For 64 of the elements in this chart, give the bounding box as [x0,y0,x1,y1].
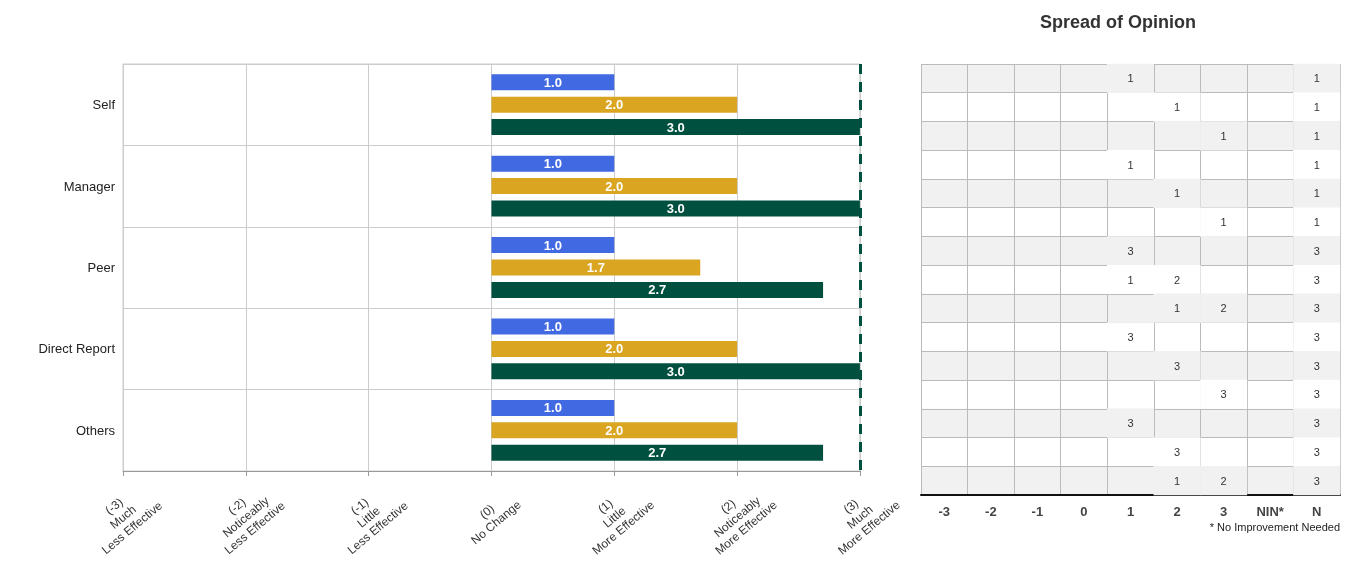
x-tick-label: 1 [1126,504,1135,519]
x-tick-label: -3 [938,504,951,519]
data-label: 3 [1313,388,1320,401]
data-label: 1.0 [543,74,562,90]
y-tick-label: Others [75,422,116,438]
x-tick-label: -2 [985,504,997,519]
data-label: 1.0 [543,156,562,172]
data-label: 2 [1220,474,1227,487]
data-label: 3.0 [666,119,685,135]
data-label: 2.0 [605,178,624,194]
data-label: 1 [1173,187,1181,200]
data-label: 1 [1313,187,1320,200]
chart-title: Spread of Opinion [1040,12,1196,32]
data-label: 1.0 [543,319,562,334]
y-tick-label: Direct Report [38,341,116,357]
text: * No Improvement Needed [1209,520,1340,533]
data-label: 3 [1127,417,1134,430]
data-label: 2 [1220,302,1227,315]
data-label: 3 [1313,474,1320,487]
x-tick-label: N [1312,504,1322,519]
y-tick-label: Self [92,97,116,113]
x-tick-label: -1 [1031,504,1044,519]
data-label: 3.0 [666,363,685,379]
data-label: 1 [1220,129,1227,142]
data-label: 3 [1313,244,1320,257]
data-label: 1 [1173,474,1181,487]
data-label: 1 [1173,101,1181,114]
data-label: 1 [1313,158,1320,171]
data-label: 3.0 [666,201,685,216]
y-tick-label: Peer [87,260,116,275]
data-label: 3 [1313,417,1320,430]
data-label: 1 [1220,216,1227,229]
x-tick-label: 0 [1080,504,1088,519]
data-label: 3 [1173,359,1181,372]
data-label: 1 [1127,72,1134,85]
data-label: 2 [1173,273,1181,286]
data-label: 1.0 [543,237,562,253]
data-label: 2.0 [605,422,624,438]
data-label: 3 [1220,388,1227,401]
data-label: 3 [1173,445,1181,458]
data-label: 1 [1313,101,1320,114]
data-label: 3 [1313,273,1320,286]
data-label: 3 [1313,445,1320,458]
data-label: 2.7 [648,445,667,461]
data-label: 3 [1127,330,1134,343]
data-label: 2.0 [605,97,624,113]
data-label: 3 [1313,302,1320,315]
data-label: 1 [1313,72,1320,85]
data-label: 3 [1127,244,1134,257]
data-label: 2.7 [648,282,667,298]
x-tick-label: NIN* [1256,504,1285,519]
data-label: 1 [1313,129,1320,142]
data-label: 1 [1173,302,1181,315]
x-tick-label: 2 [1173,504,1181,519]
data-label: 3 [1313,330,1320,343]
data-label: 2.0 [605,341,624,357]
data-label: 1 [1127,273,1134,286]
data-label: 1.7 [586,260,605,275]
data-label: 1.0 [543,400,562,416]
data-label: 1 [1127,158,1134,171]
data-label: 3 [1313,359,1320,372]
x-tick-label: 3 [1219,504,1228,519]
data-label: 1 [1313,216,1320,229]
y-tick-label: Manager [63,178,116,194]
